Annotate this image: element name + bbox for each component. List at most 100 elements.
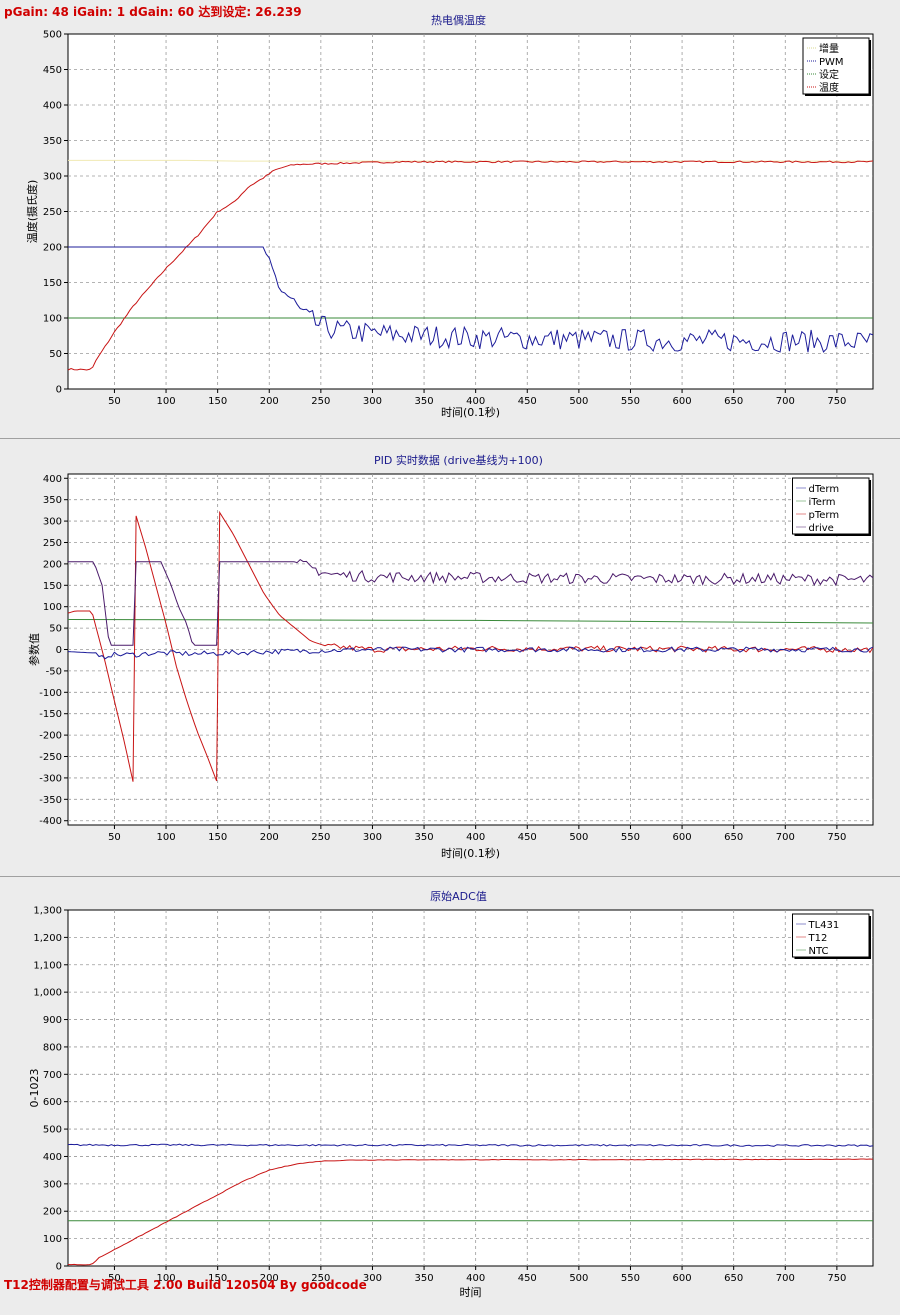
y-tick-label: 300 — [43, 517, 62, 528]
y-tick-label: 200 — [43, 1207, 62, 1218]
x-tick-label: 50 — [108, 832, 121, 843]
chart-title: PID 实时数据 (drive基线为+100) — [374, 453, 543, 467]
y-tick-label: 1,200 — [33, 933, 62, 944]
legend-label: NTC — [809, 946, 829, 957]
panel-divider — [0, 438, 900, 439]
y-tick-label: 150 — [43, 581, 62, 592]
x-tick-label: 550 — [621, 832, 640, 843]
y-tick-label: 600 — [43, 1097, 62, 1108]
y-tick-label: -250 — [39, 752, 62, 763]
x-tick-label: 650 — [724, 832, 743, 843]
x-tick-label: 350 — [415, 832, 434, 843]
y-tick-label: 50 — [49, 624, 62, 635]
x-tick-label: 250 — [311, 1273, 330, 1284]
y-tick-label: -100 — [39, 688, 62, 699]
x-tick-label: 600 — [673, 1273, 692, 1284]
y-tick-label: 900 — [43, 1015, 62, 1026]
x-tick-label: 500 — [569, 1273, 588, 1284]
x-tick-label: 200 — [260, 396, 279, 407]
y-tick-label: 400 — [43, 474, 62, 485]
y-tick-label: 300 — [43, 1179, 62, 1190]
x-tick-label: 750 — [827, 832, 846, 843]
y-tick-label: 500 — [43, 1125, 62, 1136]
x-tick-label: 600 — [673, 396, 692, 407]
y-tick-label: 0 — [56, 645, 62, 656]
chart-panel-2: 50 100 150 200 250 300 350 400 450 500 550 600 650 70… — [27, 453, 874, 860]
y-tick-label: -200 — [39, 731, 62, 742]
legend-label: dTerm — [809, 484, 840, 495]
chart-panel-3: 50 100 150 200 250 300 350 400 450 500 550 600 650 70… — [28, 889, 874, 1299]
y-tick-label: 0 — [56, 385, 62, 396]
legend-label: T12 — [808, 933, 828, 944]
y-tick-label: 1,100 — [33, 960, 62, 971]
pid-status-text: pGain: 48 iGain: 1 dGain: 60 达到设定: 26.23… — [4, 5, 302, 19]
series-line-drive — [68, 558, 874, 646]
x-tick-label: 200 — [260, 832, 279, 843]
series-line-iTerm — [67, 619, 874, 624]
x-tick-label: 550 — [621, 1273, 640, 1284]
x-tick-label: 650 — [724, 1273, 743, 1284]
x-tick-label: 500 — [569, 832, 588, 843]
x-tick-label: 700 — [776, 396, 795, 407]
series-line-增量 — [68, 159, 873, 162]
y-tick-label: 1,000 — [33, 988, 62, 999]
x-tick-label: 150 — [208, 832, 227, 843]
legend-box — [792, 477, 870, 535]
series-line-dTerm — [67, 646, 874, 660]
y-tick-label: 400 — [43, 101, 62, 112]
x-tick-label: 750 — [827, 396, 846, 407]
y-tick-label: 250 — [43, 207, 62, 218]
x-tick-label: 400 — [466, 832, 485, 843]
x-tick-label: 450 — [518, 396, 537, 407]
y-tick-label: 350 — [43, 136, 62, 147]
legend-label: iTerm — [809, 497, 836, 508]
y-tick-label: 100 — [43, 314, 62, 325]
y-axis-label: 0-1023 — [28, 1069, 41, 1108]
x-tick-label: 450 — [518, 832, 537, 843]
x-tick-label: 400 — [466, 396, 485, 407]
series-line-pTerm — [67, 510, 874, 782]
app-footer-text: T12控制器配置与调试工具 2.00 Build 120504 By goodc… — [4, 1278, 367, 1292]
y-axis-label: 参数值 — [27, 633, 41, 666]
x-tick-label: 350 — [415, 396, 434, 407]
x-tick-label: 50 — [108, 396, 121, 407]
y-tick-label: 50 — [49, 349, 62, 360]
y-tick-label: 200 — [43, 559, 62, 570]
y-tick-label: -50 — [46, 666, 62, 677]
legend-label: drive — [809, 523, 834, 534]
series-line-TL431 — [67, 1143, 874, 1147]
y-tick-label: 300 — [43, 172, 62, 183]
panel-divider — [0, 876, 900, 877]
legend-label: pTerm — [809, 510, 840, 521]
x-tick-label: 200 — [260, 1273, 279, 1284]
y-tick-label: 400 — [43, 1152, 62, 1163]
y-tick-label: 800 — [43, 1042, 62, 1053]
y-tick-label: 250 — [43, 538, 62, 549]
x-axis-label: 时间 — [460, 1286, 482, 1299]
y-tick-label: -400 — [39, 816, 62, 827]
plot-area — [67, 909, 874, 1267]
y-tick-label: 1,300 — [33, 906, 62, 917]
x-tick-label: 150 — [208, 1273, 227, 1284]
y-tick-label: 500 — [43, 30, 62, 41]
chart-title: 热电偶温度 — [431, 13, 486, 27]
series-line-PWM — [68, 246, 874, 353]
x-tick-label: 100 — [156, 832, 175, 843]
chart-panel-1: 50 100 150 200 250 300 350 400 450 500 550 600 650 70… — [25, 13, 874, 419]
x-axis-label: 时间(0.1秒) — [441, 846, 500, 860]
y-axis-label: 温度(摄氏度) — [25, 180, 39, 244]
series-line-温度 — [67, 160, 874, 371]
x-tick-label: 150 — [208, 396, 227, 407]
legend-label: 设定 — [819, 68, 839, 81]
y-tick-label: 450 — [43, 65, 62, 76]
x-tick-label: 450 — [518, 1273, 537, 1284]
legend-label: TL431 — [808, 920, 840, 931]
x-tick-label: 100 — [156, 1273, 175, 1284]
legend-box — [802, 37, 870, 95]
x-tick-label: 700 — [776, 832, 795, 843]
y-tick-label: -150 — [39, 709, 62, 720]
x-tick-label: 300 — [363, 396, 382, 407]
chart-title: 原始ADC值 — [430, 889, 487, 903]
x-tick-label: 400 — [466, 1273, 485, 1284]
series-line-T12 — [67, 1158, 874, 1266]
